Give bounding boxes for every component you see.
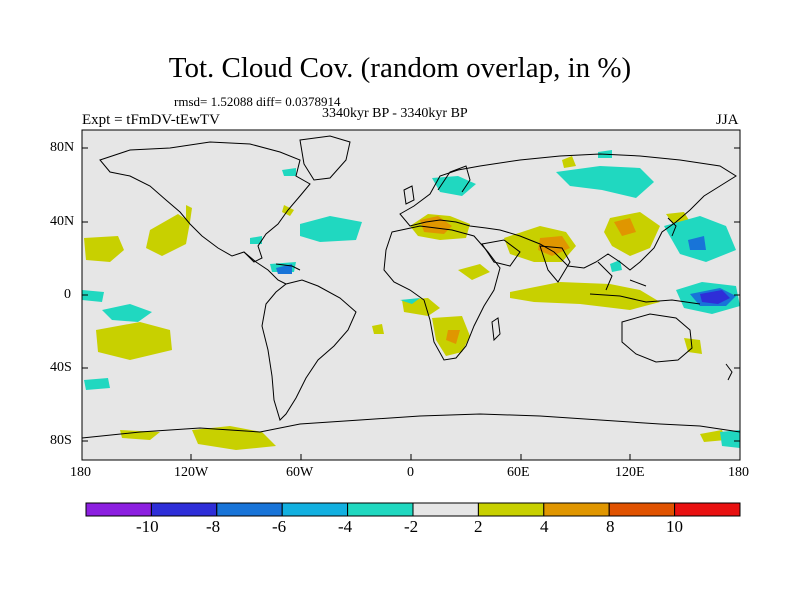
season-label: JJA: [716, 112, 739, 128]
colorbar-box: [216, 502, 283, 517]
period-label: 3340kyr BP - 3340kyr BP: [322, 106, 468, 121]
colorbar-box: [150, 502, 218, 517]
colorbar: [85, 502, 741, 517]
lat-ticks: [82, 147, 740, 442]
colorbar-box: [674, 502, 741, 517]
colorbar-label: -8: [206, 517, 221, 536]
lat-label-0: 0: [64, 287, 71, 302]
map-title: Tot. Cloud Cov. (random overlap, in %): [168, 52, 632, 84]
colorbar-label: 4: [540, 517, 549, 536]
colorbar-box: [85, 502, 152, 517]
coastlines: [81, 135, 741, 439]
lat-label-80s: 80S: [50, 433, 72, 448]
colorbar-label: 10: [666, 517, 683, 536]
lon-label-60w: 60W: [286, 465, 314, 480]
colorbar-label: -2: [404, 517, 419, 536]
experiment-label: Expt = tFmDV-tEwTV: [82, 112, 220, 128]
colorbar-box: [347, 502, 414, 517]
lon-label-180e: 180: [728, 465, 749, 480]
colorbar-label: -6: [272, 517, 287, 536]
lat-label-40s: 40S: [50, 360, 72, 375]
lon-ticks: [81, 454, 741, 460]
colorbar-box: [477, 502, 545, 517]
lon-label-180w: 180: [70, 465, 91, 480]
lat-label-80n: 80N: [50, 140, 75, 155]
colorbar-box: [412, 502, 479, 517]
colorbar-box: [608, 502, 676, 517]
lon-label-0: 0: [407, 465, 414, 480]
strong-positive-anomaly-patches: [420, 216, 636, 344]
colorbar-box: [281, 502, 349, 517]
lon-label-120w: 120W: [174, 465, 209, 480]
rmsd-diff-stats: rmsd= 1.52088 diff= 0.0378914: [174, 94, 341, 109]
colorbar-label: -10: [136, 517, 159, 536]
colorbar-box: [543, 502, 610, 517]
colorbar-label: 8: [606, 517, 615, 536]
peak-negative-anomaly-patches: [700, 290, 730, 304]
lon-label-120e: 120E: [615, 465, 645, 480]
colorbar-label: 2: [474, 517, 483, 536]
lat-label-40n: 40N: [50, 214, 75, 229]
colorbar-label: -4: [338, 517, 353, 536]
lon-label-60e: 60E: [507, 465, 530, 480]
